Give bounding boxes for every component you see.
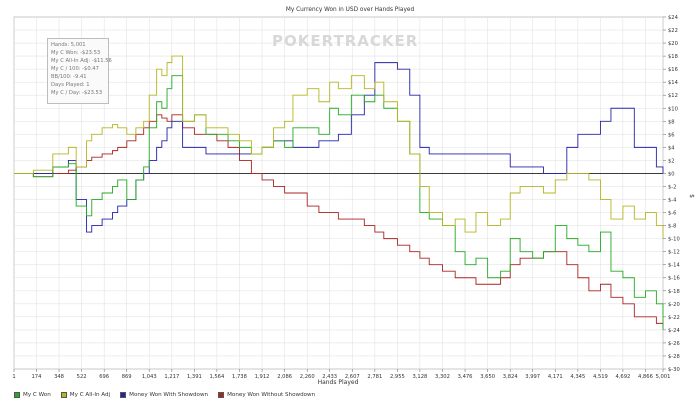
y-tick-label: $-6 xyxy=(668,211,676,217)
x-tick-label: 5,001 xyxy=(656,374,671,380)
y-tick-label: $-26 xyxy=(668,341,680,347)
info-bb-100: BB/100: -9.41 xyxy=(51,74,87,80)
y-tick-label: $12 xyxy=(668,93,678,99)
legend-swatch-allin xyxy=(60,392,67,398)
info-per-100: My C / 100: -$0.47 xyxy=(51,66,99,72)
x-tick-label: 174 xyxy=(32,374,43,380)
x-tick-label: 2,607 xyxy=(345,374,360,380)
y-axis-ticks: $24 $22 $20 $18 $16 $14 $12 $10 $8 $6 $4 $2 $0 $-2 $-4… xyxy=(663,15,680,373)
x-tick-label: 4,171 xyxy=(548,374,563,380)
x-tick-label: 2,955 xyxy=(390,374,405,380)
y-tick-label: $18 xyxy=(668,54,678,60)
grid-lines xyxy=(13,16,664,370)
info-allin-adj: My C All-In Adj: -$11.56 xyxy=(51,58,112,64)
x-tick-label: 1,043 xyxy=(142,374,157,380)
legend-label-showdown: Money Won With Showdown xyxy=(129,392,209,398)
x-tick-label: 4,692 xyxy=(615,374,630,380)
info-days: Days Played: 1 xyxy=(51,82,90,88)
x-tick-label: 1,217 xyxy=(164,374,179,380)
legend-label-no-showdown: Money Won Without Showdown xyxy=(227,392,316,398)
y-tick-label: $16 xyxy=(668,67,678,73)
x-tick-label: 1,564 xyxy=(209,374,225,380)
x-tick-label: 1 xyxy=(12,374,15,380)
y-tick-label: $6 xyxy=(668,132,675,138)
y-tick-label: $22 xyxy=(668,28,678,34)
x-axis-ticks: 1 174 348 522 696 869 1,043 1,217 1,391 1,564 1,73… xyxy=(12,369,670,380)
y-tick-label: $-4 xyxy=(668,198,677,204)
chart-legend: My C Won My C All-In Adj Money Won With … xyxy=(14,390,315,400)
y-tick-label: $14 xyxy=(668,80,679,86)
y-tick-label: $-22 xyxy=(668,315,680,321)
x-tick-label: 348 xyxy=(54,374,64,380)
y-tick-label: $20 xyxy=(668,41,678,47)
y-tick-label: $-10 xyxy=(668,237,680,243)
y-tick-label: $-2 xyxy=(668,184,676,190)
legend-label-won: My C Won xyxy=(23,392,51,398)
pokertracker-watermark: POKERTRACKER xyxy=(272,32,419,50)
x-tick-label: 2,433 xyxy=(322,374,337,380)
y-tick-label: $-12 xyxy=(668,250,680,256)
x-tick-label: 3,476 xyxy=(458,374,473,380)
legend-swatch-no-showdown xyxy=(218,392,225,398)
y-tick-label: $10 xyxy=(668,106,678,112)
x-tick-label: 1,738 xyxy=(232,374,247,380)
x-tick-label: 869 xyxy=(122,374,132,380)
x-tick-label: 3,128 xyxy=(412,374,427,380)
y-tick-label: $8 xyxy=(668,119,675,125)
y-tick-label: $-16 xyxy=(668,276,680,282)
y-axis-label: $ xyxy=(688,194,695,198)
x-tick-label: 2,781 xyxy=(367,374,382,380)
series-line-money-won-without-showdown xyxy=(14,114,664,327)
chart-title: My Currency Won in USD over Hands Played xyxy=(286,7,415,13)
legend-swatch-showdown xyxy=(120,392,127,398)
x-tick-label: 1,391 xyxy=(187,374,202,380)
legend-item-won[interactable]: My C Won xyxy=(14,392,51,398)
y-tick-label: $-14 xyxy=(668,263,680,269)
x-tick-label: 4,519 xyxy=(593,374,608,380)
x-tick-label: 4,866 xyxy=(638,374,653,380)
x-tick-label: 2,086 xyxy=(277,374,292,380)
info-hands: Hands: 5,001 xyxy=(51,42,86,48)
series-line-money-won-with-showdown xyxy=(14,62,664,233)
info-won: My C Won: -$23.53 xyxy=(51,50,101,56)
y-tick-label: $0 xyxy=(668,171,675,177)
x-tick-label: 3,997 xyxy=(525,374,540,380)
x-tick-label: 1,912 xyxy=(255,374,270,380)
info-per-day: My C / Day: -$23.53 xyxy=(51,90,103,96)
legend-label-allin: My C All-In Adj xyxy=(69,392,111,398)
x-tick-label: 4,345 xyxy=(570,374,585,380)
series-line-my-c-won xyxy=(14,75,664,330)
legend-item-allin[interactable]: My C All-In Adj xyxy=(60,392,111,398)
x-tick-label: 522 xyxy=(77,374,87,380)
y-tick-label: $-18 xyxy=(668,289,680,295)
x-tick-label: 2,260 xyxy=(300,374,315,380)
summary-info-box: Hands: 5,001 My C Won: -$23.53 My C All-… xyxy=(47,38,112,104)
x-tick-label: 3,824 xyxy=(503,374,519,380)
y-tick-label: $-28 xyxy=(668,354,680,360)
legend-item-showdown[interactable]: Money Won With Showdown xyxy=(120,392,208,398)
y-tick-label: $-20 xyxy=(668,302,680,308)
legend-item-no-showdown[interactable]: Money Won Without Showdown xyxy=(218,392,315,398)
y-tick-label: $4 xyxy=(668,145,675,151)
series-line-my-c-all-in-adj xyxy=(14,55,664,239)
y-tick-label: $-8 xyxy=(668,224,676,230)
y-tick-label: $24 xyxy=(668,15,679,21)
legend-swatch-won xyxy=(14,392,20,398)
x-tick-label: 696 xyxy=(99,374,109,380)
x-tick-label: 3,650 xyxy=(480,374,495,380)
series-lines xyxy=(14,55,664,330)
y-tick-label: $2 xyxy=(668,158,675,164)
x-axis-label: Hands Played xyxy=(318,379,359,386)
y-tick-label: $-24 xyxy=(668,328,680,334)
x-tick-label: 3,302 xyxy=(435,374,450,380)
y-tick-label: $-30 xyxy=(668,367,680,373)
